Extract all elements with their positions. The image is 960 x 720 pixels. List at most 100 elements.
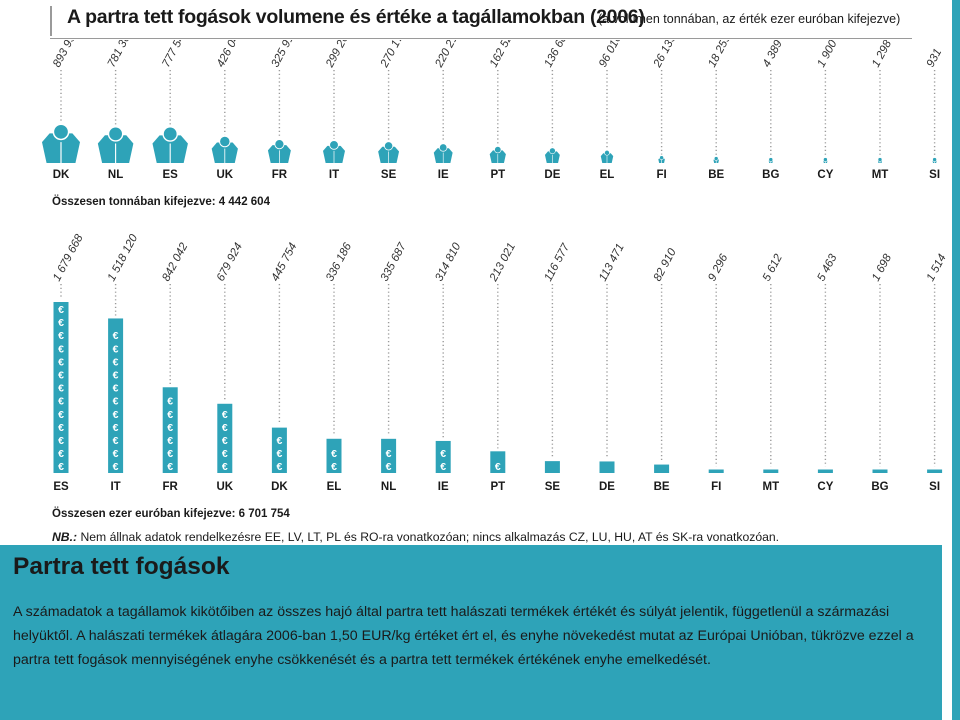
euro-icon: €	[276, 435, 282, 447]
volume-value-label: 270 170	[378, 40, 409, 70]
volume-value-label: 18 259	[706, 40, 733, 69]
value-bar	[271, 427, 287, 473]
weight-icon-handle	[823, 157, 828, 162]
euro-icon: €	[113, 435, 119, 447]
euro-icon: €	[167, 461, 173, 473]
volume-marker-de: 136 686	[542, 40, 573, 163]
euro-icon: €	[113, 396, 119, 408]
volume-category-label: ES	[163, 169, 179, 181]
value-category-label: NL	[381, 481, 396, 492]
value-value-label: 314 810	[433, 241, 463, 284]
value-bar	[162, 387, 178, 473]
volume-category-label: DE	[544, 169, 560, 181]
euro-icon: €	[58, 396, 64, 408]
value-bar-ie: €€314 810	[433, 241, 463, 474]
volume-category-label: FI	[656, 169, 666, 181]
volume-category-label: BE	[708, 169, 724, 181]
value-category-label: FR	[163, 481, 179, 492]
value-category-label: SI	[929, 481, 940, 492]
value-bar-de: 113 471	[597, 242, 627, 473]
volume-marker-bg: 4 389	[761, 40, 785, 163]
value-value-label: 335 687	[379, 241, 409, 284]
euro-icon: €	[276, 448, 282, 460]
volume-category-label: PT	[490, 169, 505, 181]
value-category-label: IE	[438, 481, 449, 492]
euro-icon: €	[113, 409, 119, 421]
value-bar-es: €€€€€€€€€€€€€1 679 668	[51, 232, 86, 473]
value-value-label: 336 186	[324, 241, 354, 284]
weight-icon-handle	[219, 135, 231, 148]
value-category-label: PT	[490, 481, 505, 492]
value-value-label: 1 698	[870, 252, 894, 284]
value-bar	[108, 318, 124, 473]
value-category-label: UK	[216, 481, 233, 492]
volume-marker-el: 96 016	[597, 40, 624, 163]
value-category-label: IT	[110, 481, 120, 492]
euro-icon: €	[58, 448, 64, 460]
weight-icon-handle	[768, 157, 774, 162]
euro-icon: €	[222, 422, 228, 434]
weight-icon-handle	[439, 143, 448, 152]
value-category-label: SE	[545, 481, 561, 492]
chart-title: A partra tett fogások volumene és értéke…	[67, 6, 645, 28]
value-category-label: BG	[871, 481, 888, 492]
volume-category-label: BG	[762, 169, 779, 181]
volume-category-label: SI	[929, 169, 940, 181]
value-value-label: 842 042	[160, 241, 190, 284]
volume-category-label: DK	[53, 169, 70, 181]
value-bar	[872, 469, 888, 473]
value-category-label: BE	[654, 481, 670, 492]
euro-icon: €	[58, 304, 64, 316]
euro-icon: €	[222, 435, 228, 447]
value-value-label: 679 924	[215, 241, 245, 283]
volume-marker-be: 18 259	[706, 40, 734, 163]
volume-marker-ie: 220 211	[433, 40, 463, 163]
value-category-label: MT	[762, 481, 779, 492]
volume-category-label: EL	[600, 169, 615, 181]
value-bar	[763, 469, 779, 473]
volume-category-label: NL	[108, 169, 123, 181]
value-bar	[435, 440, 451, 473]
info-panel: Partra tett fogások A számadatok a tagál…	[0, 545, 942, 720]
value-value-label: 213 021	[487, 241, 518, 284]
value-category-label: EL	[327, 481, 342, 492]
volume-total: Összesen tonnában kifejezve: 4 442 604	[52, 196, 270, 208]
value-bar	[490, 451, 506, 473]
volume-value-label: 325 911	[269, 40, 299, 69]
value-bar	[544, 461, 560, 473]
volume-category-label: IE	[438, 169, 449, 181]
value-bar-fi: 9 296	[706, 252, 731, 473]
euro-icon: €	[495, 461, 501, 473]
value-bar-be: 82 910	[652, 246, 679, 473]
value-value-label: 82 910	[652, 246, 679, 283]
euro-icon: €	[222, 461, 228, 473]
value-bar-bg: 1 698	[870, 252, 894, 473]
volume-value-label: 1 298	[870, 40, 894, 69]
euro-icon: €	[222, 448, 228, 460]
weight-icon-handle	[384, 141, 394, 151]
volume-marker-si: 931	[925, 47, 944, 163]
value-bar-uk: €€€€€679 924	[215, 241, 245, 473]
volume-value-label: 893 954	[51, 40, 81, 69]
euro-icon: €	[276, 461, 282, 473]
volume-category-label: CY	[817, 169, 833, 181]
euro-icon: €	[58, 330, 64, 342]
value-value-label: 5 612	[761, 252, 785, 284]
volume-marker-fr: 325 911	[267, 40, 299, 163]
volume-marker-mt: 1 298	[870, 40, 894, 163]
euro-icon: €	[222, 409, 228, 421]
value-bar	[381, 438, 397, 473]
volume-marker-se: 270 170	[378, 40, 409, 163]
euro-icon: €	[58, 383, 64, 395]
euro-icon: €	[386, 448, 392, 460]
weight-icon-handle	[329, 140, 339, 150]
info-body: A számadatok a tagállamok kikötőiben az …	[13, 604, 914, 668]
value-category-label: DE	[599, 481, 615, 492]
euro-icon: €	[331, 461, 337, 473]
volume-marker-es: 777 543	[152, 40, 191, 163]
volume-value-label: 26 135	[651, 40, 679, 70]
weight-icon-handle	[162, 126, 178, 142]
volume-value-label: 426 049	[215, 40, 245, 69]
side-accent-strip	[952, 0, 960, 720]
euro-icon: €	[113, 370, 119, 382]
